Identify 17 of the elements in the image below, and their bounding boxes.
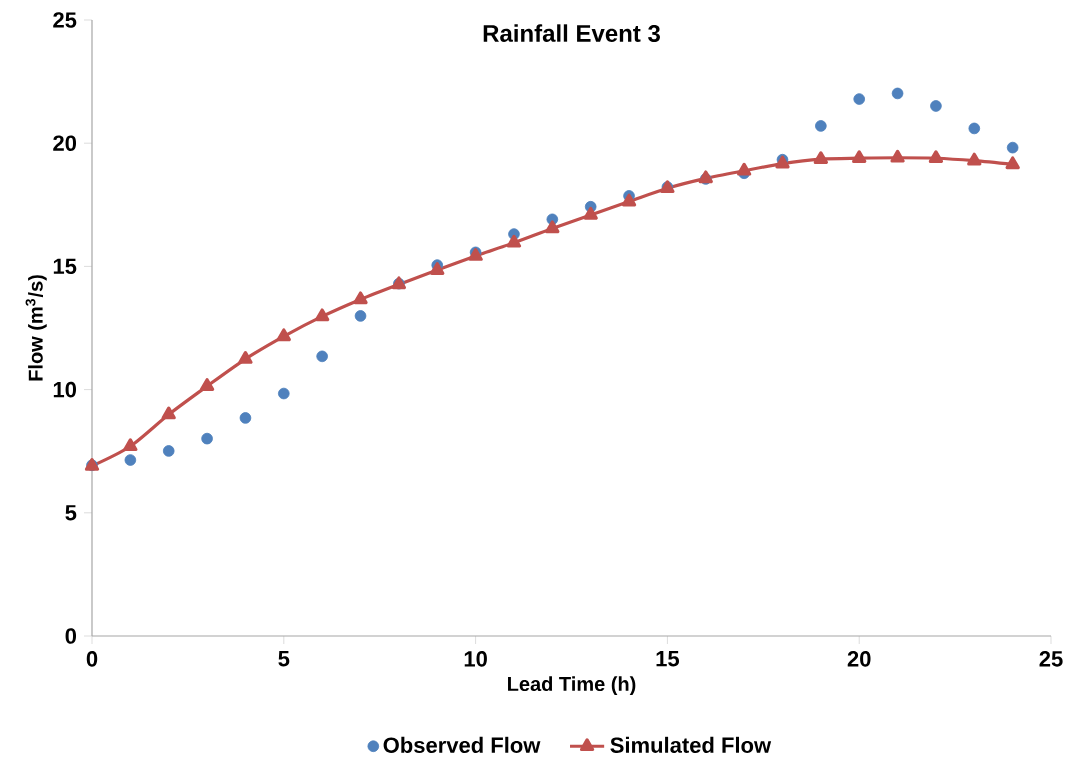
chart-title: Rainfall Event 3	[483, 24, 660, 42]
legend-label: Simulated Flow	[610, 736, 772, 753]
x-tick-label: 25	[1039, 651, 1063, 667]
y-tick-label: 0	[65, 628, 77, 644]
y-tick-label: 25	[53, 12, 77, 28]
y-tick-label: 15	[53, 258, 77, 275]
y-tick-label: 10	[53, 381, 77, 398]
x-tick-label: 10	[464, 651, 487, 667]
y-tick-label: 5	[65, 505, 77, 521]
x-tick-label: 20	[847, 651, 871, 667]
y-axis-title: Flow (m$^{3}$/s)	[25, 275, 47, 381]
x-axis-title: Lead Time (h)	[508, 676, 636, 696]
x-tick-label: 0	[86, 651, 98, 667]
x-tick-label: 15	[656, 651, 680, 667]
y-tick-label: 20	[53, 135, 77, 151]
legend-label: Observed Flow	[383, 736, 541, 753]
x-tick-label: 5	[278, 651, 290, 667]
